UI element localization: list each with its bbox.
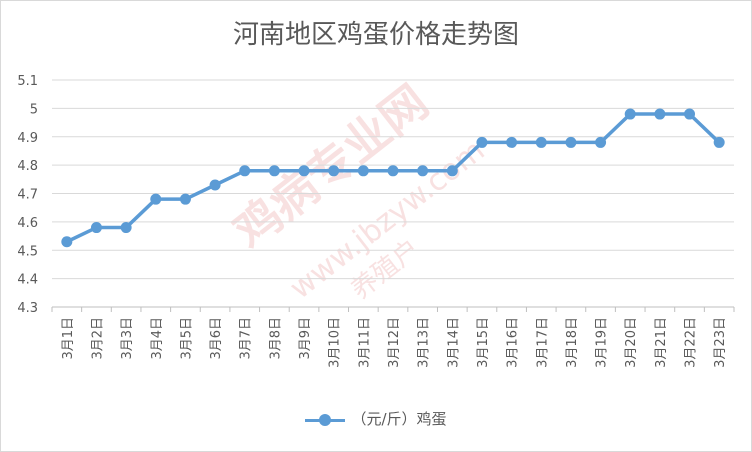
x-tick-label: 3月6日 (209, 317, 224, 360)
x-tick-label: 3月7日 (239, 317, 254, 360)
x-tick-label: 3月16日 (506, 317, 521, 368)
x-tick-label: 3月17日 (535, 317, 550, 368)
x-tick-label: 3月9日 (298, 317, 313, 360)
data-point (120, 222, 132, 234)
x-tick-label: 3月12日 (387, 317, 402, 368)
y-tick-label: 4.9 (17, 131, 38, 146)
y-tick-label: 4.5 (17, 244, 38, 259)
x-tick-label: 3月18日 (565, 317, 580, 368)
x-tick-label: 3月20日 (624, 317, 639, 368)
data-point (713, 136, 725, 148)
chart-title: 河南地区鸡蛋价格走势图 (232, 20, 519, 50)
data-point (298, 165, 310, 177)
x-tick-label: 3月1日 (61, 317, 76, 360)
x-axis: 3月1日 3月2日 3月3日 3月4日 3月5日 3月6日 3月7日 3月8日 3月9日 3月10… (51, 306, 735, 368)
x-tick-label: 3月4日 (150, 317, 165, 360)
y-axis: 4.3 4.4 4.5 4.6 4.7 4.8 4.9 5 5.1 (17, 74, 38, 316)
legend-swatch (305, 413, 346, 426)
data-point (239, 165, 251, 177)
series-layer (61, 108, 725, 248)
x-tick-label: 3月22日 (684, 317, 699, 368)
data-point (357, 165, 369, 177)
y-tick-label: 4.4 (17, 273, 38, 288)
data-point (61, 236, 73, 248)
x-tick-label: 3月23日 (713, 317, 728, 368)
x-tick-label: 3月21日 (654, 317, 669, 368)
y-tick-label: 4.8 (17, 159, 38, 174)
data-point (387, 165, 399, 177)
data-point (209, 179, 221, 191)
x-tick-label: 3月10日 (328, 317, 343, 368)
x-tick-label: 3月3日 (120, 317, 135, 360)
legend-label: （元/斤）鸡蛋 (351, 410, 447, 428)
y-tick-label: 4.6 (17, 216, 38, 231)
x-tick-label: 3月8日 (268, 317, 283, 360)
y-tick-label: 4.3 (17, 301, 38, 316)
data-point (595, 136, 607, 148)
data-point (328, 165, 340, 177)
y-tick-label: 5.1 (17, 74, 38, 89)
x-tick-label: 3月14日 (446, 317, 461, 368)
y-tick-label: 4.7 (17, 188, 38, 203)
x-tick-label: 3月2日 (90, 317, 105, 360)
x-tick-label: 3月13日 (417, 317, 432, 368)
data-point (268, 165, 280, 177)
data-point (624, 108, 636, 120)
y-tick-label: 5 (30, 102, 38, 117)
data-point (446, 165, 458, 177)
data-point (565, 136, 577, 148)
legend: （元/斤）鸡蛋 (0, 408, 752, 429)
x-tick-label: 3月19日 (595, 317, 610, 368)
data-point (535, 136, 547, 148)
data-point (506, 136, 518, 148)
data-point (684, 108, 696, 120)
x-tick-label: 3月15日 (476, 317, 491, 368)
data-point (654, 108, 666, 120)
data-point (417, 165, 429, 177)
data-point (150, 193, 162, 205)
x-tick-label: 3月5日 (179, 317, 194, 360)
data-point (90, 222, 102, 234)
data-point (179, 193, 191, 205)
x-tick-label: 3月11日 (357, 317, 372, 368)
data-point (476, 136, 488, 148)
